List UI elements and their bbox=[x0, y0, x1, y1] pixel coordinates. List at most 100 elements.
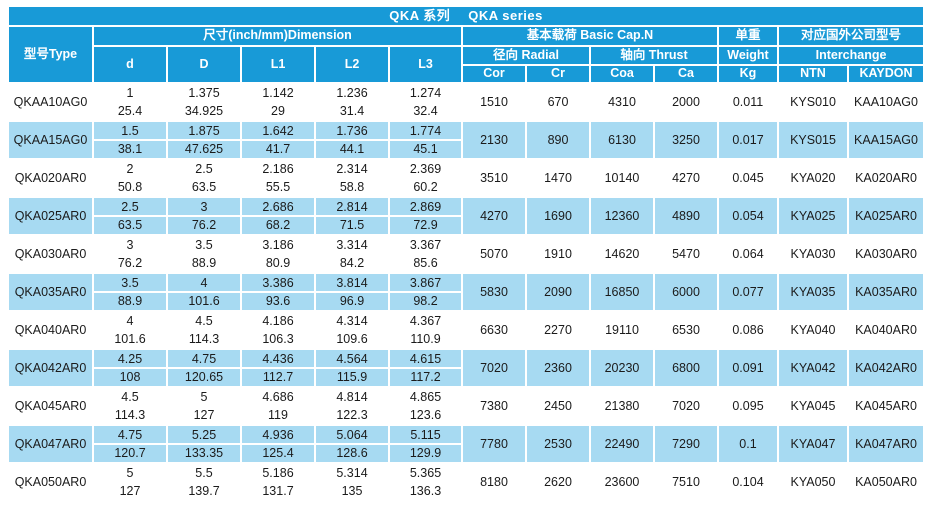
ca-cell: 6800 bbox=[653, 348, 719, 388]
table-header: QKA 系列 QKA series 型号Type 尺寸(inch/mm)Dimen… bbox=[6, 5, 926, 84]
dim-L3-mm: 45.1 bbox=[413, 142, 438, 156]
cr-cell: 2090 bbox=[525, 272, 591, 312]
table-row: QKAA10AG0 1 25.4 1.375 34.925 1.142 29 1.236 31.… bbox=[7, 82, 926, 122]
col-header-cr: Cr bbox=[525, 64, 591, 84]
cr-cell: 2360 bbox=[525, 348, 591, 388]
dim-L3-inch: 4.367 bbox=[390, 313, 461, 331]
coa-cell: 20230 bbox=[589, 348, 655, 388]
dim-D-mm: 139.7 bbox=[188, 484, 220, 498]
dim-L3-cell: 4.865 123.6 bbox=[388, 386, 463, 426]
dim-D-mm: 120.65 bbox=[184, 370, 224, 384]
dim-L2-inch: 4.314 bbox=[316, 313, 388, 331]
dim-L1-mm: 112.7 bbox=[262, 370, 294, 384]
kaydon-cell: KA042AR0 bbox=[846, 348, 926, 388]
ca-cell: 2000 bbox=[653, 82, 719, 122]
ntn-cell: KYA035 bbox=[777, 272, 849, 312]
cor-cell: 2130 bbox=[461, 120, 527, 160]
dim-D-mm: 127 bbox=[193, 408, 215, 422]
dim-L1-mm: 55.5 bbox=[265, 180, 291, 194]
dim-D-cell: 4.5 114.3 bbox=[166, 310, 242, 350]
cr-cell: 1910 bbox=[525, 234, 591, 274]
dim-L3-mm: 129.9 bbox=[409, 446, 442, 460]
dim-D-inch: 1.875 bbox=[168, 123, 240, 141]
group-header-radial: 径向 Radial bbox=[461, 45, 591, 66]
coa-cell: 6130 bbox=[589, 120, 655, 160]
dim-L1-cell: 4.936 125.4 bbox=[240, 424, 316, 464]
dim-D-mm: 47.625 bbox=[184, 142, 224, 156]
dim-D-inch: 1.375 bbox=[168, 85, 240, 103]
dim-L1-inch: 5.186 bbox=[242, 465, 314, 483]
dim-L1-mm: 80.9 bbox=[265, 256, 291, 270]
table-row: QKA030AR0 3 76.2 3.5 88.9 3.186 80.9 3.314 84.2 3… bbox=[7, 234, 926, 274]
cr-cell: 2530 bbox=[525, 424, 591, 464]
cor-cell: 1510 bbox=[461, 82, 527, 122]
dim-d-inch: 4.75 bbox=[94, 427, 166, 445]
ca-cell: 4270 bbox=[653, 158, 719, 198]
col-header-D: D bbox=[166, 45, 242, 84]
dim-L3-mm: 72.9 bbox=[413, 218, 438, 232]
group-header-interchange-en: Interchange bbox=[776, 45, 926, 66]
ntn-cell: KYA025 bbox=[777, 196, 849, 236]
table-row: QKA050AR0 5 127 5.5 139.7 5.186 131.7 5.314 135 5… bbox=[7, 462, 926, 502]
dim-L2-inch: 5.064 bbox=[316, 427, 388, 445]
dim-d-cell: 4.25 108 bbox=[92, 348, 168, 388]
model-type-cell: QKA030AR0 bbox=[7, 234, 94, 274]
coa-cell: 19110 bbox=[589, 310, 655, 350]
dim-d-cell: 4.75 120.7 bbox=[92, 424, 168, 464]
ca-cell: 7020 bbox=[653, 386, 719, 426]
weight-cell: 0.064 bbox=[717, 234, 779, 274]
kaydon-cell: KA030AR0 bbox=[846, 234, 926, 274]
model-type-cell: QKA050AR0 bbox=[7, 462, 94, 502]
dim-L1-inch: 4.186 bbox=[242, 313, 314, 331]
cr-cell: 1690 bbox=[525, 196, 591, 236]
ntn-cell: KYS010 bbox=[777, 82, 849, 122]
table-row: QKAA15AG0 1.5 38.1 1.875 47.625 1.642 41.7 1.73… bbox=[7, 120, 926, 160]
dim-L3-inch: 3.367 bbox=[390, 237, 461, 255]
dim-d-inch: 4 bbox=[94, 313, 166, 331]
dim-d-mm: 120.7 bbox=[114, 446, 146, 460]
ntn-cell: KYA047 bbox=[777, 424, 849, 464]
cr-cell: 2270 bbox=[525, 310, 591, 350]
coa-cell: 14620 bbox=[589, 234, 655, 274]
dim-L2-mm: 115.9 bbox=[336, 370, 368, 384]
weight-cell: 0.054 bbox=[717, 196, 779, 236]
dim-L3-mm: 98.2 bbox=[413, 294, 438, 308]
dim-L3-cell: 4.367 110.9 bbox=[388, 310, 463, 350]
weight-cell: 0.011 bbox=[717, 82, 779, 122]
dim-L3-cell: 1.274 32.4 bbox=[388, 82, 463, 122]
dim-D-mm: 34.925 bbox=[184, 104, 224, 118]
model-type-cell: QKAA10AG0 bbox=[7, 82, 94, 122]
dim-d-cell: 1.5 38.1 bbox=[92, 120, 168, 160]
dim-L2-inch: 3.314 bbox=[316, 237, 388, 255]
dim-D-cell: 5.5 139.7 bbox=[166, 462, 242, 502]
coa-cell: 10140 bbox=[589, 158, 655, 198]
coa-cell: 12360 bbox=[589, 196, 655, 236]
cor-cell: 6630 bbox=[461, 310, 527, 350]
cr-cell: 890 bbox=[525, 120, 591, 160]
dim-D-cell: 3.5 88.9 bbox=[166, 234, 242, 274]
dim-L2-mm: 44.1 bbox=[339, 142, 365, 156]
table-row: QKA035AR0 3.5 88.9 4 101.6 3.386 93.6 3.814 96.9… bbox=[7, 272, 926, 312]
dim-L3-mm: 136.3 bbox=[409, 484, 442, 498]
cor-cell: 8180 bbox=[461, 462, 527, 502]
ntn-cell: KYA050 bbox=[777, 462, 849, 502]
dim-d-cell: 2 50.8 bbox=[92, 158, 168, 198]
dim-D-inch: 5 bbox=[168, 389, 240, 407]
weight-cell: 0.045 bbox=[717, 158, 779, 198]
dim-d-inch: 5 bbox=[94, 465, 166, 483]
dim-d-inch: 1.5 bbox=[94, 123, 166, 141]
dim-L3-cell: 3.867 98.2 bbox=[388, 272, 463, 312]
dim-d-mm: 63.5 bbox=[117, 218, 143, 232]
ntn-cell: KYA030 bbox=[777, 234, 849, 274]
weight-cell: 0.017 bbox=[717, 120, 779, 160]
dim-L1-inch: 4.686 bbox=[242, 389, 314, 407]
cr-cell: 2450 bbox=[525, 386, 591, 426]
dim-L2-cell: 5.314 135 bbox=[314, 462, 390, 502]
dim-D-inch: 5.25 bbox=[168, 427, 240, 445]
group-header-weight-en: Weight bbox=[717, 45, 779, 66]
dim-L2-cell: 1.236 31.4 bbox=[314, 82, 390, 122]
dim-d-mm: 88.9 bbox=[117, 294, 143, 308]
coa-cell: 22490 bbox=[589, 424, 655, 464]
dim-L1-cell: 4.436 112.7 bbox=[240, 348, 316, 388]
group-header-weight-cn: 单重 bbox=[717, 25, 779, 47]
